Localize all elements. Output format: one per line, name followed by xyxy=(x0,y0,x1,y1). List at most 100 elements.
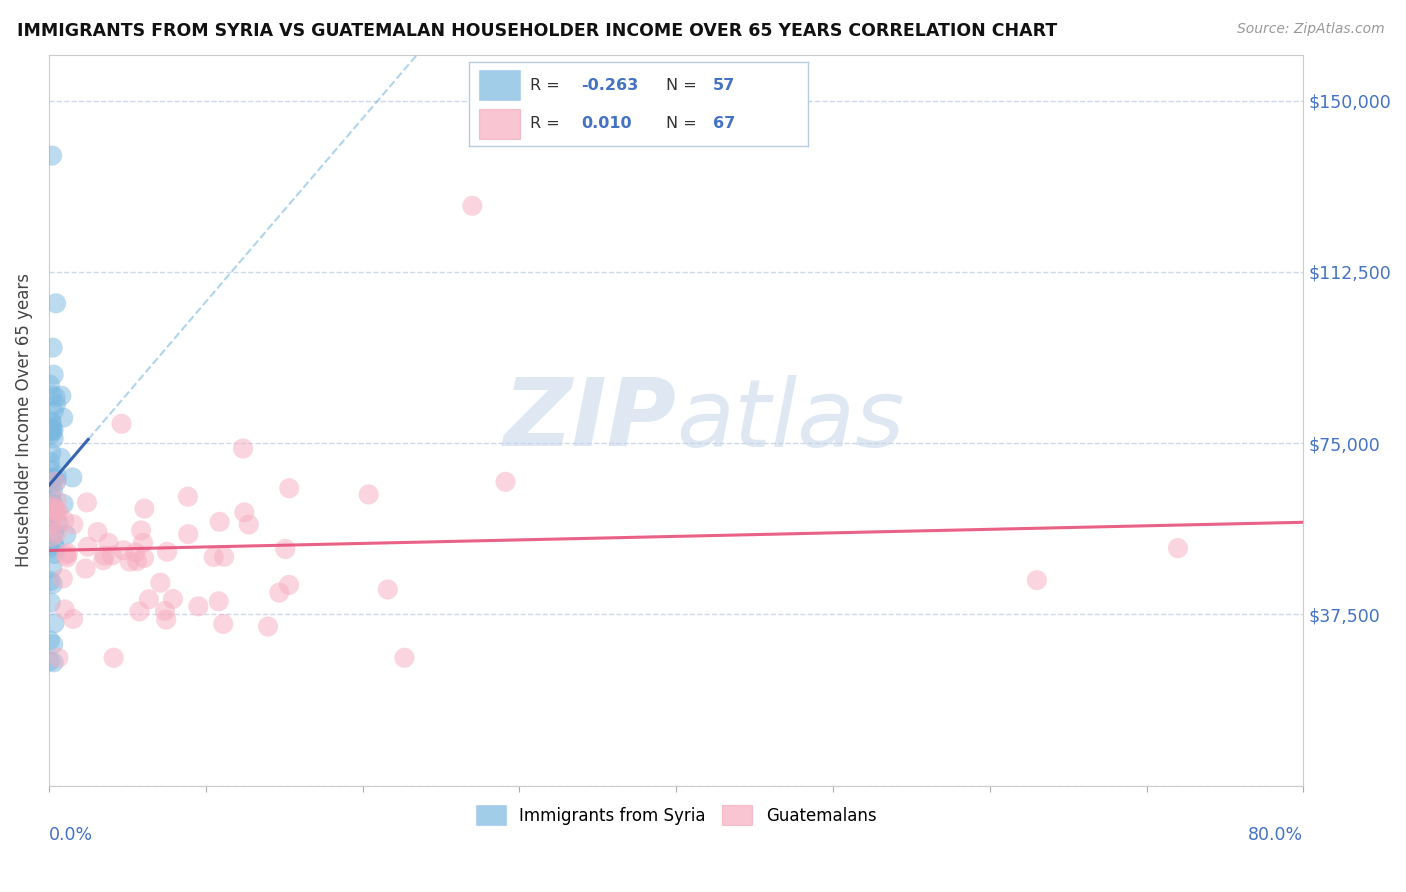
Point xyxy=(269,585,291,599)
Point xyxy=(39,428,62,442)
Text: IMMIGRANTS FROM SYRIA VS GUATEMALAN HOUSEHOLDER INCOME OVER 65 YEARS CORRELATION: IMMIGRANTS FROM SYRIA VS GUATEMALAN HOUS… xyxy=(17,22,1057,40)
Point xyxy=(60,470,83,484)
Point xyxy=(44,475,66,489)
Point xyxy=(39,423,62,437)
Point xyxy=(39,507,62,521)
Point xyxy=(212,549,235,564)
Point xyxy=(42,497,65,511)
Point xyxy=(53,514,76,528)
Point xyxy=(101,549,124,563)
Point xyxy=(48,505,70,519)
Point xyxy=(45,504,67,518)
Point xyxy=(202,549,225,564)
Point xyxy=(44,501,66,516)
Point xyxy=(62,517,84,532)
Point xyxy=(38,541,60,555)
Text: 0.0%: 0.0% xyxy=(49,826,93,844)
Point xyxy=(278,578,301,592)
Point xyxy=(156,545,179,559)
Point xyxy=(44,616,66,631)
Point xyxy=(41,502,63,516)
Point xyxy=(124,545,146,559)
Point xyxy=(38,633,60,648)
Point xyxy=(86,525,108,540)
Point xyxy=(42,425,65,439)
Point xyxy=(52,572,75,586)
Point xyxy=(62,612,84,626)
Point xyxy=(39,463,62,477)
Point xyxy=(1167,541,1189,556)
Point xyxy=(56,550,79,565)
Point xyxy=(208,594,231,608)
Point xyxy=(232,442,254,456)
Point xyxy=(187,599,209,614)
Point xyxy=(39,446,62,460)
Point xyxy=(42,423,65,437)
Point xyxy=(38,422,60,436)
Point xyxy=(41,416,63,430)
Point xyxy=(42,483,65,498)
Point xyxy=(48,516,70,531)
Point xyxy=(91,553,114,567)
Point xyxy=(53,602,76,616)
Point xyxy=(42,577,65,591)
Point xyxy=(41,561,63,575)
Point xyxy=(103,650,125,665)
Point xyxy=(278,481,301,495)
Point xyxy=(177,527,200,541)
Point xyxy=(52,497,75,511)
Point xyxy=(45,475,67,489)
Point xyxy=(39,415,62,429)
Point xyxy=(39,596,62,610)
Point xyxy=(377,582,399,597)
Point xyxy=(42,637,65,651)
Point xyxy=(38,377,60,392)
Point xyxy=(42,368,65,382)
Point xyxy=(134,501,156,516)
Point xyxy=(45,493,67,508)
Point xyxy=(49,450,72,465)
Point xyxy=(125,554,148,568)
Point xyxy=(48,650,70,665)
Point xyxy=(41,530,63,544)
Point xyxy=(1025,573,1047,587)
Text: 80.0%: 80.0% xyxy=(1249,826,1303,844)
Point xyxy=(42,655,65,669)
Point xyxy=(42,500,65,514)
Point xyxy=(177,490,200,504)
Point xyxy=(39,476,62,491)
Point xyxy=(41,341,63,355)
Point xyxy=(51,389,73,403)
Text: Source: ZipAtlas.com: Source: ZipAtlas.com xyxy=(1237,22,1385,37)
Point xyxy=(394,650,416,665)
Point xyxy=(38,519,60,533)
Point xyxy=(132,536,155,550)
Point xyxy=(39,424,62,438)
Point xyxy=(138,592,160,607)
Point xyxy=(212,616,235,631)
Point xyxy=(155,613,177,627)
Point xyxy=(97,536,120,550)
Point xyxy=(132,551,155,566)
Point xyxy=(45,525,67,540)
Point xyxy=(45,509,67,524)
Point xyxy=(41,388,63,402)
Point xyxy=(110,417,132,431)
Point xyxy=(55,548,77,562)
Point xyxy=(112,543,135,558)
Point xyxy=(45,397,67,411)
Point xyxy=(39,574,62,588)
Point xyxy=(42,432,65,446)
Point xyxy=(75,561,97,575)
Point xyxy=(208,515,231,529)
Point xyxy=(55,528,77,542)
Point xyxy=(128,604,150,618)
Point xyxy=(44,547,66,561)
Point xyxy=(39,506,62,520)
Point xyxy=(42,470,65,484)
Point xyxy=(45,296,67,310)
Point xyxy=(76,540,98,554)
Point xyxy=(41,421,63,435)
Point xyxy=(461,199,484,213)
Point xyxy=(274,541,297,556)
